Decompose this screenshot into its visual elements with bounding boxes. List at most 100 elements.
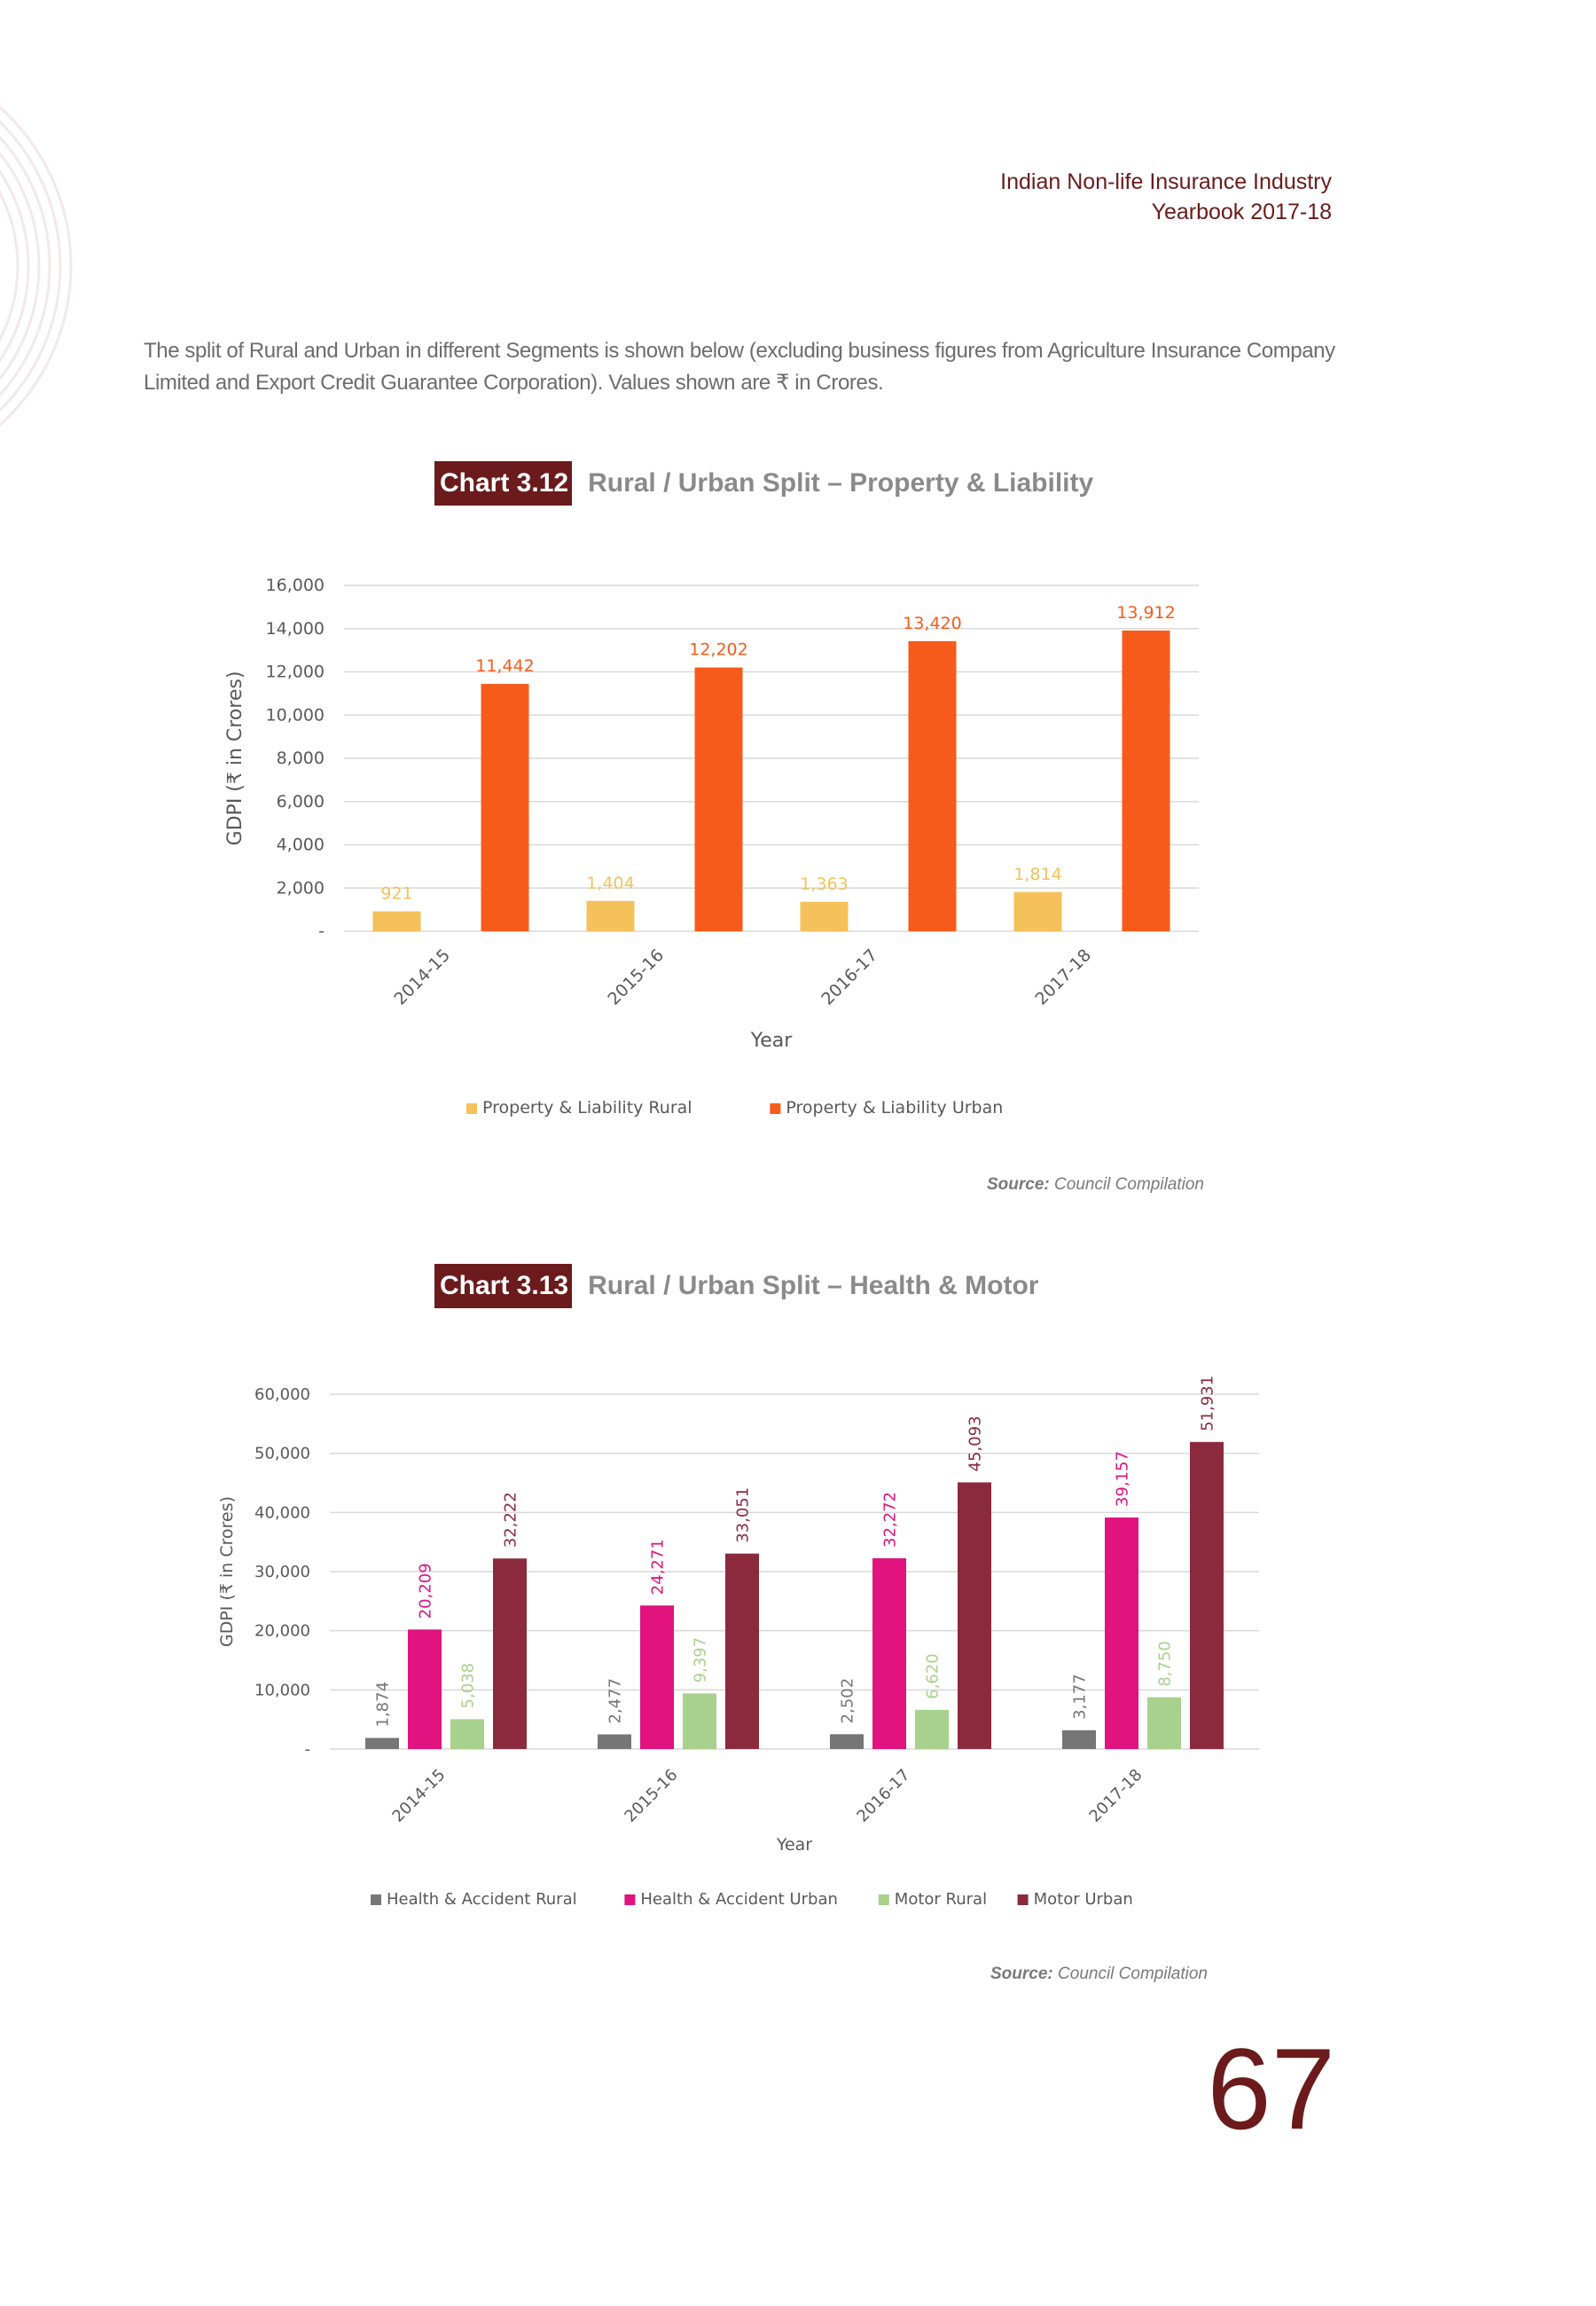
y-tick-label: 30,000 xyxy=(254,1563,310,1581)
bar xyxy=(872,1557,906,1749)
chart-property-liability: - 2,000 4,000 6,000 8,000 10,000 12,000 14,000 1… xyxy=(224,576,1199,1118)
x-tick-label: 2015-16 xyxy=(621,1766,681,1826)
data-label: 1,814 xyxy=(1013,865,1061,884)
legend-label: Motor Urban xyxy=(1034,1890,1133,1909)
x-tick-label: 2016-17 xyxy=(853,1766,913,1826)
legend-swatch xyxy=(624,1894,636,1905)
data-label: 13,420 xyxy=(903,614,961,633)
chart-3-12-source: Source: Council Compilation xyxy=(987,1175,1204,1195)
x-tick-label: 2014-15 xyxy=(388,1766,449,1826)
bar xyxy=(1013,891,1062,931)
bar xyxy=(908,640,957,931)
source-label: Source: xyxy=(990,1965,1053,1983)
bar xyxy=(694,667,743,931)
y-tick-label: - xyxy=(305,1740,311,1759)
legend-swatch xyxy=(1017,1894,1029,1905)
data-label: 8,750 xyxy=(1155,1641,1174,1687)
data-label: 39,157 xyxy=(1113,1451,1131,1507)
bar xyxy=(1190,1441,1224,1749)
bar xyxy=(830,1734,864,1749)
data-label: 12,202 xyxy=(689,640,747,660)
bar xyxy=(1062,1730,1096,1749)
bar xyxy=(1122,630,1170,931)
data-label: 1,874 xyxy=(373,1682,392,1728)
x-tick-label: 2015-16 xyxy=(604,945,668,1009)
chart-health-motor: - 10,000 20,000 30,000 40,000 50,000 60,000 GDP… xyxy=(217,1376,1259,1909)
chart-badge: Chart 3.13 xyxy=(434,1264,573,1308)
bar xyxy=(598,1734,631,1749)
data-label: 45,093 xyxy=(966,1416,984,1471)
y-tick-label: 50,000 xyxy=(254,1445,310,1463)
data-label: 51,931 xyxy=(1198,1376,1217,1431)
x-tick-label: 2017-18 xyxy=(1085,1766,1146,1826)
data-label: 5,038 xyxy=(458,1663,477,1709)
y-tick-label: 60,000 xyxy=(254,1385,310,1404)
y-tick-label: 10,000 xyxy=(254,1681,310,1699)
data-label: 11,442 xyxy=(475,656,534,676)
chart-title-text: Rural / Urban Split – Health & Motor xyxy=(588,1271,1039,1300)
data-label: 3,177 xyxy=(1070,1674,1089,1720)
bar xyxy=(493,1558,527,1749)
bar xyxy=(481,684,529,931)
chart-badge: Chart 3.12 xyxy=(434,461,573,506)
bar xyxy=(372,911,421,931)
running-header: Indian Non-life Insurance Industry Yearb… xyxy=(1000,167,1332,227)
y-tick-label: 20,000 xyxy=(254,1622,310,1641)
chart-title-text: Rural / Urban Split – Property & Liabili… xyxy=(588,468,1094,498)
y-tick-label: 12,000 xyxy=(266,663,325,682)
source-label: Source: xyxy=(987,1175,1050,1194)
bar xyxy=(408,1629,442,1749)
data-label: 9,397 xyxy=(691,1637,709,1683)
legend-label: Health & Accident Urban xyxy=(640,1890,838,1909)
y-tick-label: 4,000 xyxy=(277,835,325,855)
bar xyxy=(640,1605,674,1749)
data-label: 2,502 xyxy=(838,1678,857,1724)
data-label: 32,222 xyxy=(501,1492,520,1548)
chart-3-12-title: Chart 3.12 Rural / Urban Split – Propert… xyxy=(434,461,1093,506)
source-text: Council Compilation xyxy=(1058,1965,1208,1983)
y-tick-label: 6,000 xyxy=(277,792,325,812)
bar xyxy=(800,901,849,931)
bar xyxy=(586,900,635,931)
y-tick-label: 16,000 xyxy=(266,576,325,595)
legend-swatch xyxy=(371,1894,381,1905)
x-tick-label: 2014-15 xyxy=(390,945,454,1009)
x-tick-label: 2017-18 xyxy=(1031,945,1095,1009)
bar xyxy=(915,1709,949,1749)
legend-label: Property & Liability Urban xyxy=(786,1098,1003,1118)
source-text: Council Compilation xyxy=(1054,1175,1204,1194)
y-axis-label: GDPI (₹ in Crores) xyxy=(217,1496,237,1647)
decorative-arcs xyxy=(0,106,73,426)
x-axis-label: Year xyxy=(776,1835,812,1855)
bar xyxy=(683,1693,716,1749)
data-label: 32,272 xyxy=(880,1492,899,1548)
legend-label: Property & Liability Rural xyxy=(482,1098,692,1118)
legend-label: Health & Accident Rural xyxy=(387,1890,577,1909)
y-tick-label: 14,000 xyxy=(266,619,325,639)
data-label: 1,363 xyxy=(800,875,848,894)
bar xyxy=(365,1737,399,1749)
bar xyxy=(725,1553,759,1749)
data-label: 13,912 xyxy=(1116,603,1175,623)
bar xyxy=(1105,1517,1138,1749)
data-label: 20,209 xyxy=(416,1563,434,1619)
y-tick-label: 40,000 xyxy=(254,1503,310,1522)
data-label: 6,620 xyxy=(923,1653,942,1699)
data-label: 24,271 xyxy=(648,1539,667,1595)
y-axis-label: GDPI (₹ in Crores) xyxy=(224,671,246,846)
data-label: 921 xyxy=(380,884,412,904)
x-axis-label: Year xyxy=(750,1030,794,1052)
header-line-2: Yearbook 2017-18 xyxy=(1151,200,1332,224)
y-tick-label: 10,000 xyxy=(266,705,325,725)
data-label: 33,051 xyxy=(733,1487,752,1543)
bar xyxy=(958,1482,991,1749)
legend-swatch xyxy=(878,1894,889,1905)
bar xyxy=(1147,1697,1181,1749)
legend-swatch xyxy=(466,1103,477,1114)
y-tick-label: 2,000 xyxy=(277,878,325,898)
page-number: 67 xyxy=(1207,2024,1335,2153)
legend-label: Motor Rural xyxy=(895,1890,987,1909)
y-tick-label: - xyxy=(318,922,325,941)
bar xyxy=(450,1719,484,1749)
x-tick-label: 2016-17 xyxy=(818,945,881,1009)
